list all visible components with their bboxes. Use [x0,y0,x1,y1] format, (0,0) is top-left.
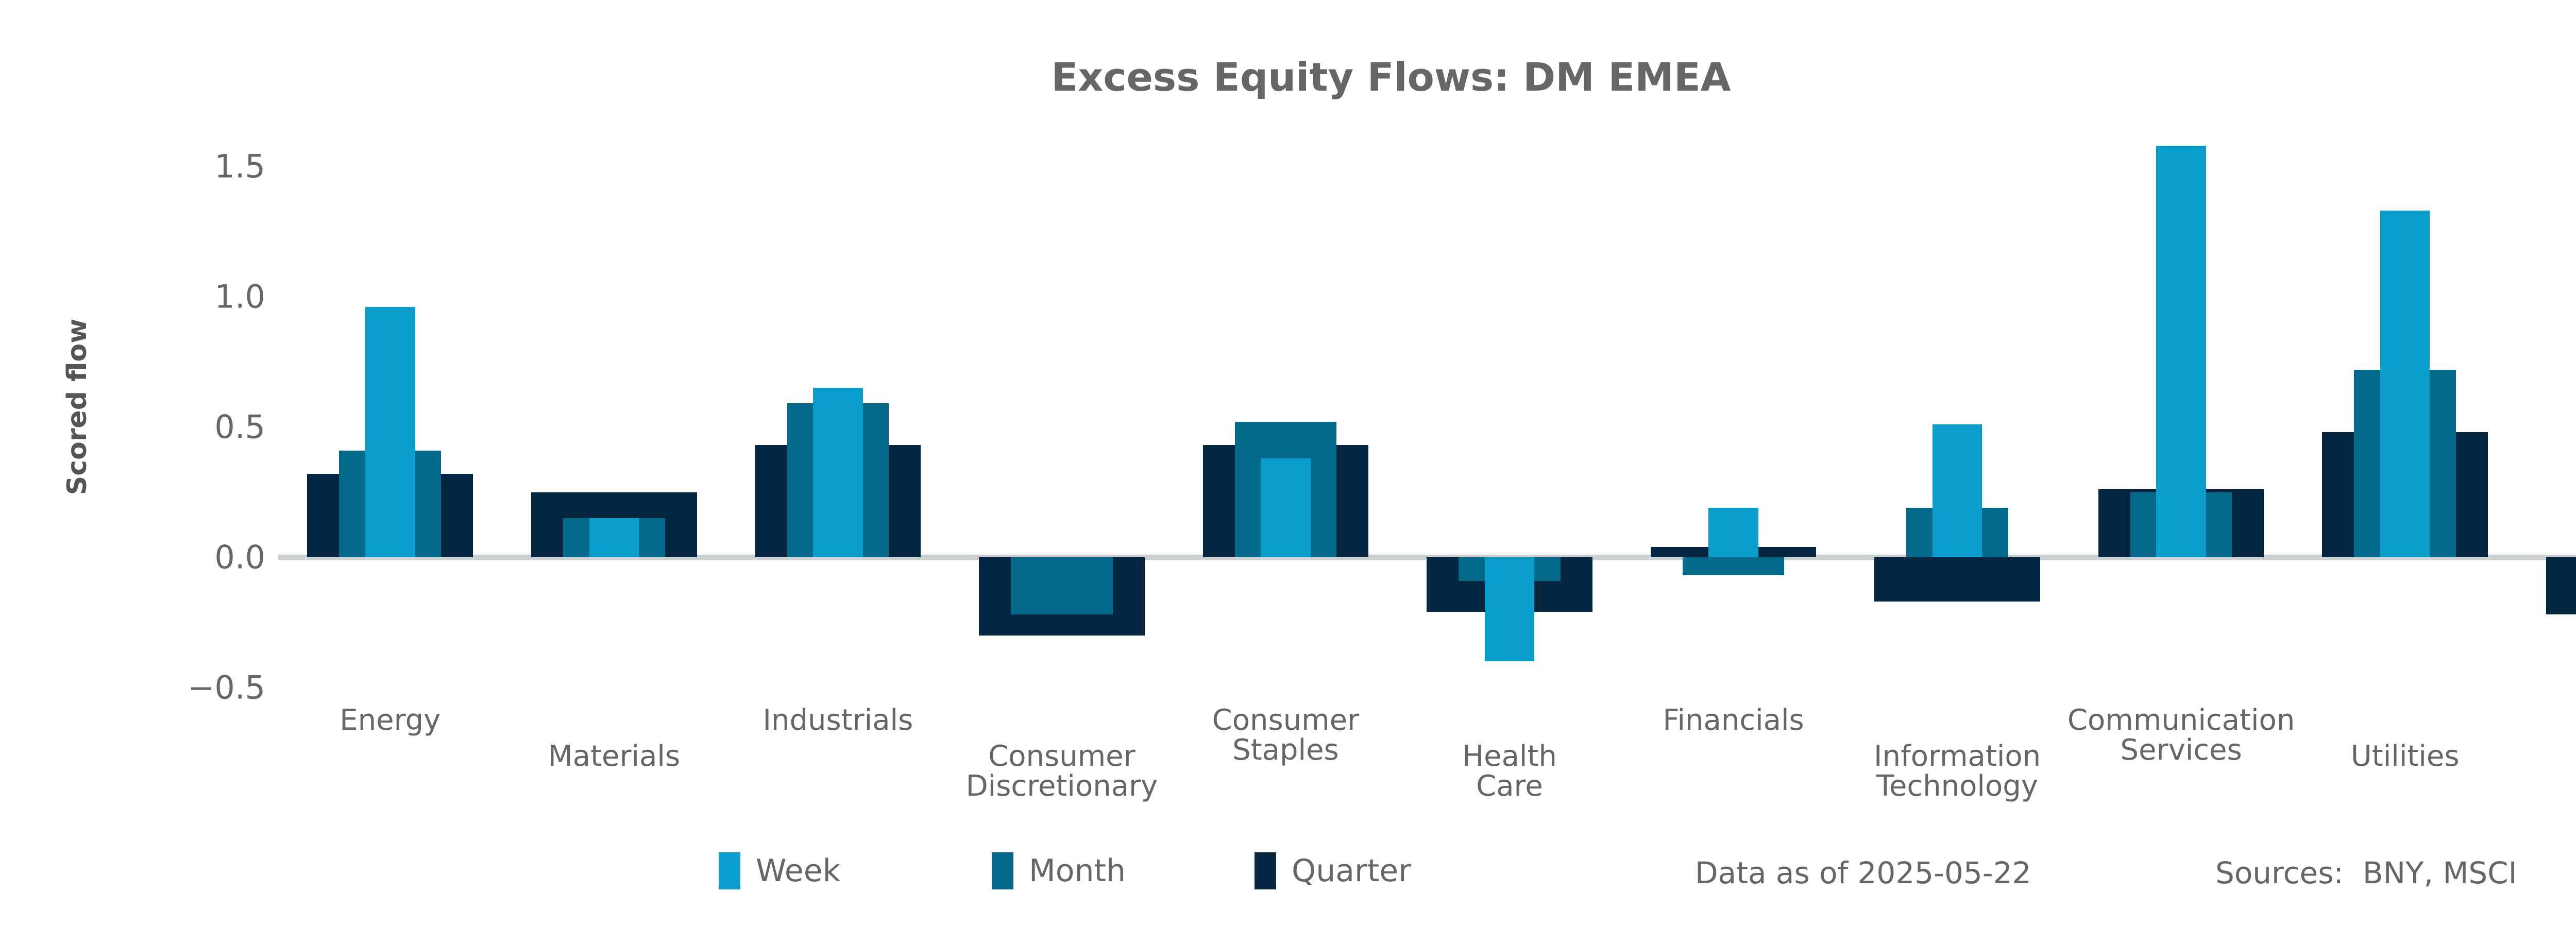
legend-label-quarter: Quarter [1292,853,1411,889]
chart-legend: Week Month Quarter Data as of 2025-05-22… [0,852,2576,909]
x-tick-label: Financials [1663,703,1804,737]
y-tick-label: −0.5 [188,668,265,707]
legend-item-month[interactable]: Month [992,852,1126,889]
legend-swatch-month [992,852,1013,889]
bar-month-financials[interactable] [1682,557,1785,576]
bar-week-utilities[interactable] [2380,211,2430,557]
x-tick-label: Utilities [2350,740,2460,773]
legend-item-week[interactable]: Week [719,852,840,889]
bar-week-financials[interactable] [1708,507,1758,557]
bar-week-consumer-staples[interactable] [1261,458,1311,557]
data-as-of-text: Data as of 2025-05-22 [1695,855,2031,890]
x-tick-label: Information Technology [1873,740,2041,803]
y-tick-label: 1.0 [214,278,265,316]
x-tick-label: Communication Services [2067,703,2295,767]
sources-text: Sources: BNY, MSCI [2215,855,2517,890]
y-tick-label: 0.0 [214,538,265,576]
bar-week-materials[interactable] [589,518,639,557]
y-tick-label: 0.5 [214,408,265,446]
legend-label-month: Month [1029,853,1126,889]
x-tick-label: Consumer Staples [1212,703,1360,767]
bar-week-energy[interactable] [365,307,415,557]
y-axis-ticks: 1.5 1.0 0.5 0.0 −0.5 [0,0,278,927]
bar-week-health-care[interactable] [1484,557,1535,662]
x-tick-label: Consumer Discretionary [965,740,1158,803]
bar-week-communication-services[interactable] [2156,145,2206,557]
bar-quarter-information-technology[interactable] [1874,557,2040,602]
legend-item-quarter[interactable]: Quarter [1255,852,1411,889]
x-tick-label: Materials [548,740,681,773]
legend-label-week: Week [756,853,841,889]
x-tick-label: Energy [340,703,441,737]
x-tick-label: Health Care [1462,740,1557,803]
legend-swatch-quarter [1255,852,1276,889]
bar-week-information-technology[interactable] [1932,424,1982,557]
y-tick-label: 1.5 [214,147,265,185]
bar-week-industrials[interactable] [813,388,863,557]
chart-title: Excess Equity Flows: DM EMEA [1051,54,1731,100]
bar-month-consumer-discretionary[interactable] [1011,557,1113,615]
bar-quarter-real-estate[interactable] [2546,557,2576,615]
legend-swatch-week [719,852,740,889]
x-tick-label: Real Estate [2497,706,2576,765]
x-tick-label: Industrials [762,703,913,737]
